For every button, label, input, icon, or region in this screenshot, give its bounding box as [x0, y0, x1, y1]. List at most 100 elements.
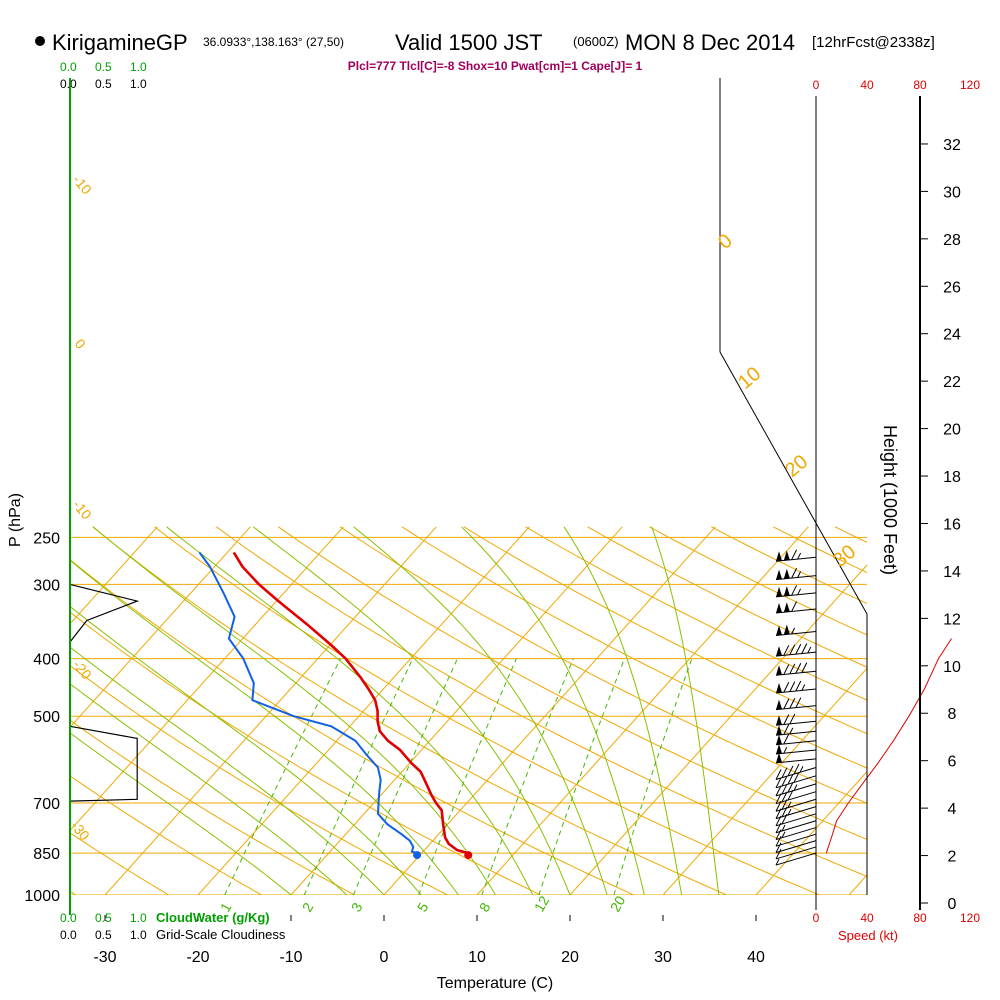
height-tick-14: 14 [943, 564, 961, 581]
cloudwater-top-label-2: 1.0 [130, 60, 147, 74]
wind-barb-half [791, 627, 796, 635]
wind-barb-flag [775, 829, 782, 840]
height-tick-0: 0 [948, 896, 957, 913]
wind-barb-half [787, 801, 792, 808]
wind-barb-half [787, 808, 792, 816]
temp-tick-10: 10 [468, 949, 486, 966]
speed-bottom-label-40: 40 [860, 911, 874, 925]
cloudiness-top-label-1: 0.5 [95, 77, 112, 91]
wind-barb-pennant [776, 734, 782, 745]
mixing-ratio-label-12: 12 [531, 893, 553, 915]
wind-barb-half [799, 766, 804, 773]
cloudiness-top-label-0: 0.0 [60, 77, 77, 91]
wind-barb-710 [775, 806, 817, 820]
wind-barb-half [789, 727, 794, 735]
temperature-profile-line [232, 551, 469, 855]
wind-barb-610 [775, 763, 817, 780]
forecast-label: [12hrFcst@2338z] [812, 34, 935, 51]
wind-barb-flag [781, 806, 788, 818]
wind-barb-flag [775, 848, 782, 860]
wind-barb-480 [775, 697, 817, 711]
pressure-tick-500: 500 [33, 709, 60, 726]
pressure-tick-400: 400 [33, 652, 60, 669]
speed-bottom-label-0: 0 [813, 911, 820, 925]
dewpoint-profile-line [198, 551, 418, 855]
wind-speed-line [825, 638, 952, 854]
wind-barb-590 [775, 752, 817, 764]
wind-barb-staff [775, 575, 817, 581]
station-bullet-icon [35, 36, 45, 46]
wind-barb-flag [775, 835, 782, 847]
cloudiness-title: Grid-Scale Cloudiness [156, 927, 286, 942]
wind-barb-pennant [783, 550, 790, 561]
mixing-ratio-labels: 1 2 3 5 8 12 20 [217, 893, 629, 915]
dry-adiabat-350 [339, 526, 867, 804]
speed-top-label-0: 0 [813, 78, 820, 92]
wind-barb-flag [781, 775, 788, 787]
valid-date: MON 8 Dec 2014 [625, 30, 795, 55]
wind-barb-half [783, 746, 788, 754]
speed-top-label-120: 120 [960, 78, 980, 92]
wind-speed-profile [825, 638, 952, 854]
wind-barb-staff [775, 827, 817, 841]
mixing-ratio-20 [613, 658, 693, 895]
mixing-ratio-5 [418, 658, 517, 895]
wind-barb-flag [775, 769, 782, 780]
height-tick-32: 32 [943, 137, 961, 154]
adiabat-labels: 0 10 20 30 [714, 230, 860, 572]
wind-barb-790 [775, 833, 817, 847]
pressure-tick-850: 850 [33, 846, 60, 863]
wind-barb-flag [783, 682, 790, 693]
mixing-ratio-3 [352, 658, 458, 895]
mixing-ratio-2 [303, 658, 414, 895]
wind-barb-flag [781, 783, 788, 795]
height-tick-4: 4 [948, 801, 957, 818]
wind-barb-pennant [776, 602, 782, 613]
height-tick-12: 12 [943, 611, 961, 628]
wind-barb-flag [795, 697, 802, 708]
cloudiness-top-label-2: 1.0 [130, 77, 147, 91]
mixing-ratio-label-8: 8 [476, 900, 494, 915]
wind-barb-staff [775, 630, 817, 636]
wind-barb-pennant [776, 743, 782, 754]
wind-barb-pennant [783, 568, 790, 579]
wind-barb-830 [775, 846, 817, 860]
height-tick-18: 18 [943, 469, 961, 486]
height-tick-22: 22 [943, 374, 961, 391]
wind-barb-330 [775, 601, 817, 614]
wind-barb-half [781, 824, 786, 832]
wind-barb-flag [775, 785, 782, 797]
wind-barb-flag [791, 549, 798, 560]
wind-barb-half [797, 571, 802, 578]
wind-barb-pennant [783, 624, 790, 635]
wind-barb-pennant [776, 646, 782, 657]
wind-barb-450 [775, 680, 817, 694]
station-name: KirigamineGP [52, 30, 188, 55]
isotherm-label-m10b: -10 [70, 497, 95, 523]
isobar-lines [70, 536, 867, 895]
dry-adiabat-380 [525, 526, 867, 701]
moist-adiabat-0 [70, 646, 385, 895]
wind-barb-750 [775, 820, 817, 834]
moist-adiabat--10 [70, 732, 292, 895]
cloudiness-bottom-label-1: 0.5 [95, 928, 112, 942]
isotherm-label-m20: -20 [70, 657, 95, 683]
wind-barb-flag [791, 567, 798, 579]
dry-adiabat-330 [216, 526, 867, 878]
dry-adiabat-370 [463, 526, 867, 735]
wind-barb-flag [775, 815, 782, 827]
cloudwater-bottom-label-0: 0.0 [60, 911, 77, 925]
moist-adiabat-lines [70, 526, 720, 895]
wind-barb-staff [775, 798, 817, 812]
wind-barb-flag [795, 663, 802, 674]
wind-barb-flag [783, 698, 790, 710]
wind-barb-850 [775, 852, 817, 866]
temperature-surface-marker [464, 851, 473, 860]
wind-barb-550 [775, 733, 817, 746]
wind-barb-390 [775, 643, 817, 657]
wind-barb-flag [793, 763, 800, 775]
cloudwater-top-label-1: 0.5 [95, 60, 112, 74]
pressure-tick-700: 700 [33, 796, 60, 813]
wind-barb-pennant [776, 725, 782, 736]
wind-barb-pennant [776, 683, 782, 694]
